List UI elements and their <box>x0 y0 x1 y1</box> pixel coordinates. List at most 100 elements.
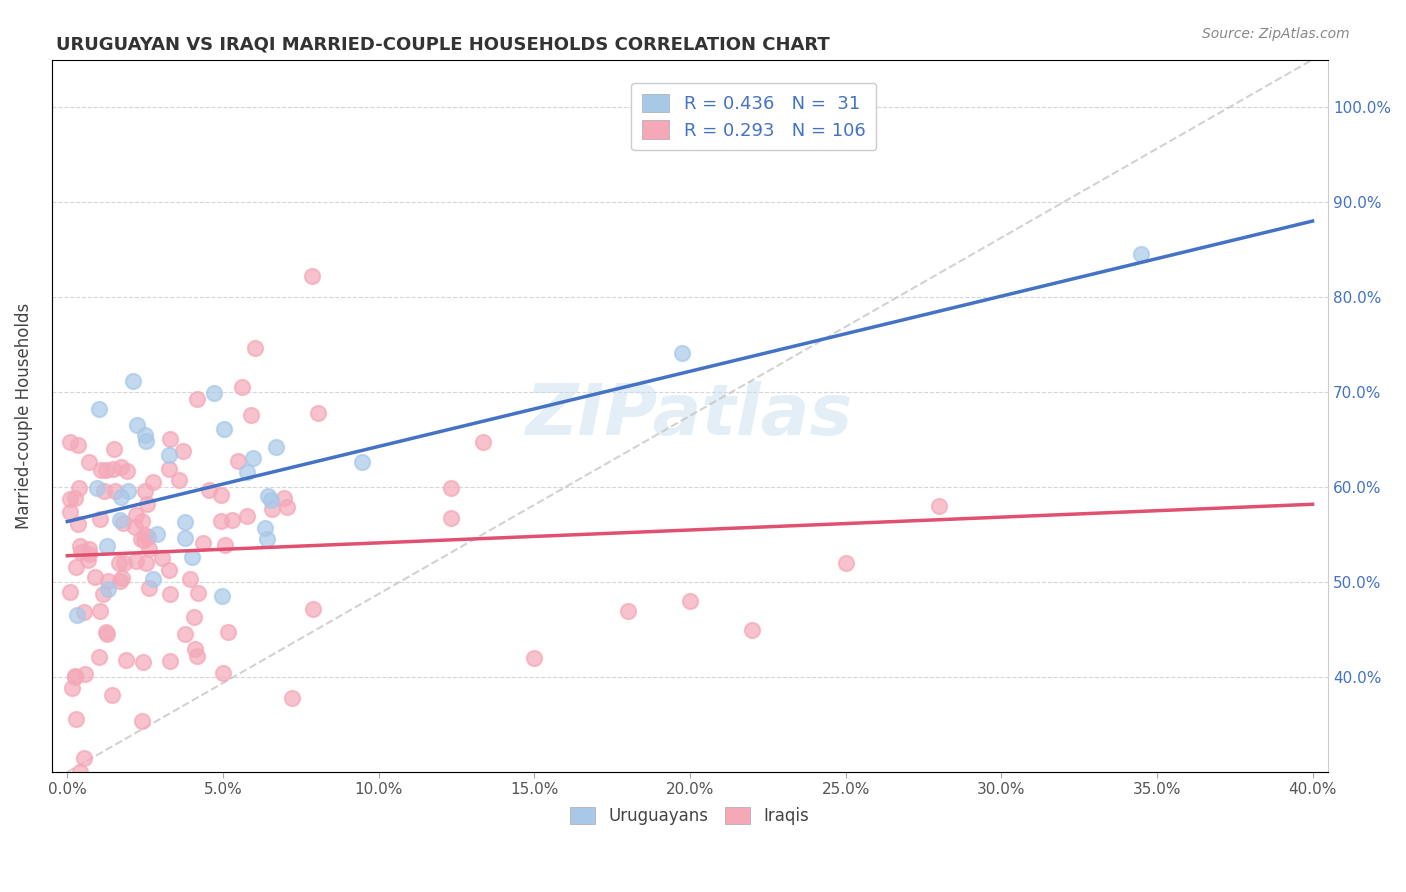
Point <box>77 455 100 469</box>
Point <box>281 691 304 706</box>
Point <box>66 437 89 451</box>
Point <box>94 624 117 639</box>
Point <box>198 483 221 498</box>
Point <box>65 560 87 574</box>
Point <box>103 442 125 456</box>
Point <box>242 450 264 465</box>
Point <box>181 550 204 565</box>
Point <box>134 528 156 542</box>
Point <box>127 417 149 432</box>
Point <box>239 409 262 423</box>
Point <box>112 516 135 530</box>
Text: URUGUAYAN VS IRAQI MARRIED-COUPLE HOUSEHOLDS CORRELATION CHART: URUGUAYAN VS IRAQI MARRIED-COUPLE HOUSEH… <box>56 36 830 54</box>
Point <box>221 513 243 527</box>
Point <box>134 533 156 547</box>
Point <box>110 459 132 474</box>
Point <box>84 570 107 584</box>
Point <box>65 491 87 505</box>
Point <box>257 489 280 503</box>
Point <box>125 554 148 568</box>
Point <box>226 454 249 468</box>
Point <box>67 517 90 532</box>
Point <box>217 624 239 639</box>
Point <box>159 432 181 446</box>
Point <box>254 521 277 535</box>
Point <box>77 553 100 567</box>
Point <box>834 556 856 570</box>
Point <box>183 610 205 624</box>
Point <box>121 374 143 388</box>
Point <box>131 514 153 528</box>
Point <box>350 455 373 469</box>
Point <box>174 627 197 641</box>
Point <box>214 538 236 552</box>
Point <box>276 500 298 515</box>
Text: ZIPatlas: ZIPatlas <box>526 381 853 450</box>
Point <box>63 670 86 684</box>
Point <box>96 539 118 553</box>
Point <box>86 481 108 495</box>
Point <box>59 491 82 506</box>
Point <box>741 623 763 637</box>
Point <box>125 508 148 522</box>
Point <box>184 642 207 657</box>
Point <box>174 531 197 545</box>
Point <box>73 750 96 764</box>
Point <box>301 268 323 283</box>
Point <box>172 443 194 458</box>
Point <box>131 655 153 669</box>
Point <box>231 379 253 393</box>
Point <box>69 481 91 495</box>
Point <box>142 475 165 489</box>
Point <box>157 563 180 577</box>
Point <box>97 574 120 589</box>
Point <box>187 585 209 599</box>
Point <box>202 385 225 400</box>
Point <box>142 572 165 586</box>
Point <box>211 589 233 603</box>
Point <box>73 605 96 619</box>
Point <box>260 501 283 516</box>
Point <box>273 491 295 506</box>
Point <box>671 345 693 359</box>
Point <box>150 551 173 566</box>
Point <box>115 653 138 667</box>
Point <box>523 651 546 665</box>
Point <box>264 440 287 454</box>
Point <box>440 481 463 495</box>
Point <box>174 515 197 529</box>
Point <box>186 392 208 406</box>
Point <box>59 434 82 449</box>
Point <box>69 765 91 780</box>
Point <box>679 594 702 608</box>
Point <box>69 540 91 554</box>
Point <box>146 526 169 541</box>
Point <box>117 484 139 499</box>
Point <box>134 427 156 442</box>
Point <box>472 434 495 449</box>
Point <box>87 401 110 416</box>
Point <box>91 587 114 601</box>
Point <box>108 574 131 588</box>
Point <box>66 607 89 622</box>
Point <box>186 648 208 663</box>
Point <box>136 529 159 543</box>
Point <box>440 511 463 525</box>
Point <box>89 512 111 526</box>
Point <box>94 463 117 477</box>
Point <box>616 603 638 617</box>
Point <box>209 514 232 528</box>
Point <box>1130 247 1153 261</box>
Point <box>124 520 146 534</box>
Point <box>236 465 259 479</box>
Point <box>60 681 83 695</box>
Point <box>134 483 156 498</box>
Legend: Uruguayans, Iraqis: Uruguayans, Iraqis <box>561 797 820 835</box>
Point <box>89 603 111 617</box>
Point <box>256 532 278 546</box>
Point <box>307 406 329 420</box>
Point <box>135 434 157 449</box>
Point <box>108 513 131 527</box>
Point <box>87 650 110 665</box>
Point <box>157 448 180 462</box>
